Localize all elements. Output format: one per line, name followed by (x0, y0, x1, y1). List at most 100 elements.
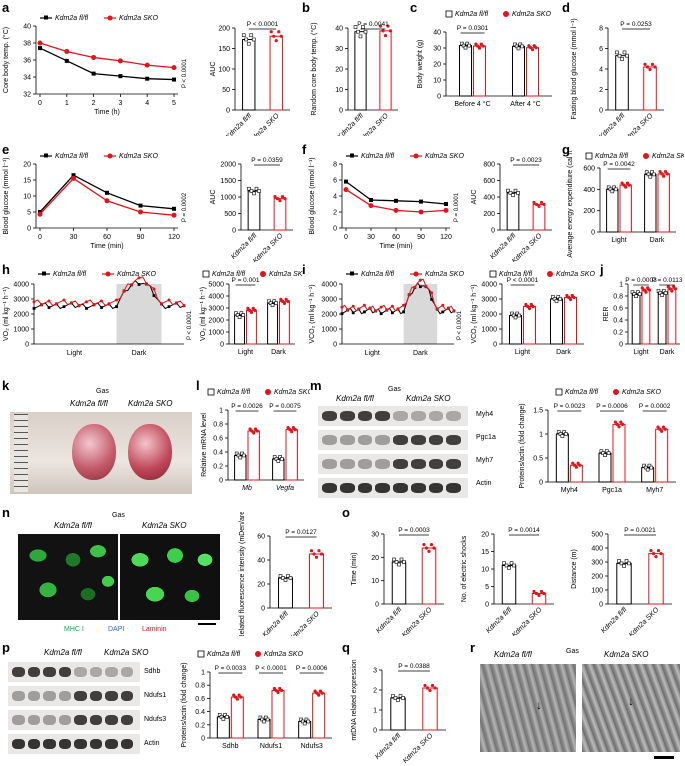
data-point-ko (37, 211, 43, 217)
dot-ctrl (642, 463, 646, 468)
y-tick-label: 1.5 (533, 408, 543, 415)
legend-marker-ctrl (555, 388, 563, 396)
chart-i-trace: 0 1000 2000 3000 4000 VCO₂ (ml kg⁻¹ h⁻¹) Light… (309, 271, 464, 357)
series-line-ko (39, 177, 175, 216)
y-tick-label: 100 (218, 67, 230, 74)
p-value-label: P = 0.0041 (357, 21, 389, 28)
y-tick-label: 0 (339, 108, 343, 115)
dot-ko (252, 431, 256, 435)
dot-ko (273, 195, 277, 199)
blot-band (393, 459, 408, 469)
dot-ctrl (392, 557, 396, 562)
y-tick-label: 0 (493, 342, 497, 349)
dot-ctrl (460, 41, 464, 46)
chart-b: 0 10 20 30 40 Random core body temp. (°C) Kdm2… (310, 21, 398, 136)
dot-ctrl (517, 313, 521, 318)
dot-ctrl (244, 37, 249, 42)
p-value-label: P = 0.0006 (296, 665, 328, 672)
dot-ctrl (238, 455, 243, 460)
dot-ko (532, 200, 536, 205)
y-tick-label: 4000 (208, 294, 224, 301)
legend-marker-ko (265, 389, 271, 395)
chart-o-shocks: 0 5 10 15 20 No. of electric shocks Kdm2a fl/f… (461, 527, 554, 636)
y-tick-label: 3000 (481, 297, 497, 304)
p-value-label: P = 0.0253 (620, 21, 652, 28)
scale-bar-n (198, 623, 216, 625)
blot-band (58, 691, 71, 701)
dot-ctrl (393, 696, 398, 700)
dot-ctrl (353, 25, 358, 29)
dot-ko (286, 299, 290, 303)
y-axis-label: mtDNA related expression (351, 659, 358, 740)
y-tick-label: 20 (481, 532, 489, 539)
dot-ctrl (467, 43, 471, 48)
dot-ctrl (615, 50, 619, 55)
trace-point-ko (351, 304, 355, 308)
data-point-ko (117, 58, 123, 64)
m-group-ctrl: Kdm2a fl/fl (336, 394, 374, 403)
y-tick-label: 0 (25, 342, 29, 349)
dot-ko (320, 691, 324, 695)
dot-ctrl (219, 715, 224, 719)
trace-point-ko (137, 276, 141, 280)
legend-marker-ko (255, 651, 261, 657)
dot-ko (477, 46, 482, 50)
panel-label-k: k (2, 378, 10, 393)
trace-point-ko (167, 298, 171, 302)
blot-band (43, 667, 56, 677)
data-point-ctrl (118, 74, 123, 79)
data-point-ko (64, 49, 70, 54)
y-tick-label: 40 (23, 24, 31, 31)
trace-ko (341, 278, 455, 312)
western-blot-p: Kdm2a fl/fl Kdm2a SKO Sdhb Ndufs1 Ndufs3… (8, 648, 176, 764)
trace-point-ko (379, 305, 383, 309)
bar-ko (271, 689, 285, 739)
r-title: Gas (566, 648, 579, 655)
y-tick-label: 0 (333, 226, 337, 233)
y-tick-label: 1000 (481, 327, 497, 334)
dot-ctrl (605, 449, 609, 454)
y-tick-label: 30 (371, 532, 379, 539)
legend-marker-ctrl (202, 270, 210, 278)
blot-band (120, 715, 133, 725)
y-tick-label: 10 (433, 78, 441, 85)
dark-phase-shade (116, 284, 162, 344)
trace-point-ko (130, 283, 133, 287)
bar-ko (643, 66, 657, 111)
legend-label-ctrl: Kdm2a fl/fl (217, 389, 251, 396)
data-point-ko (91, 54, 97, 60)
data-point-ko (144, 62, 150, 68)
bar-ctrl (247, 190, 261, 231)
p-value-label: P = 0.0002 (182, 192, 188, 222)
legend-label-ctrl: Kdm2a fl/fl (55, 15, 89, 22)
dot-ctrl (509, 561, 514, 565)
panel-label-c: c (410, 0, 418, 15)
m-band-label-myh4: Myh4 (476, 411, 494, 418)
dot-ctrl (622, 564, 626, 568)
panel-label-p: p (2, 640, 10, 655)
dot-ctrl (281, 576, 285, 580)
dot-ko (283, 197, 287, 201)
dot-ctrl (511, 193, 515, 197)
bar-ko (379, 30, 392, 111)
dot-ko (527, 306, 532, 311)
dot-ctrl (234, 311, 238, 316)
panel-label-e: e (2, 142, 10, 157)
x-tick-label: Kdm2a fl/fl (598, 112, 627, 136)
x-tick-label: 4 (145, 100, 149, 107)
legend-marker-ko (503, 11, 509, 17)
ruler (14, 414, 28, 492)
y-tick-label: 60 (257, 534, 265, 541)
data-point-ko (138, 209, 143, 215)
trace-point-ko (346, 308, 350, 312)
bar-ctrl (616, 562, 632, 605)
dot-ko (537, 204, 541, 209)
bar-ctrl (555, 433, 569, 483)
panel-label-j: j (600, 262, 604, 277)
y-axis-label: Core body temp. (°C) (2, 27, 10, 93)
legend-marker-ctrl (44, 15, 48, 20)
bar-ctrl (631, 293, 641, 345)
blot-band (339, 459, 355, 469)
